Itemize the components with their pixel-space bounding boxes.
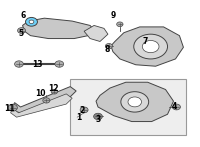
Polygon shape xyxy=(84,25,108,41)
Circle shape xyxy=(105,44,113,49)
Polygon shape xyxy=(11,94,72,117)
Polygon shape xyxy=(111,27,183,66)
Text: 12: 12 xyxy=(48,84,59,93)
Circle shape xyxy=(142,40,159,53)
Circle shape xyxy=(121,92,149,112)
Polygon shape xyxy=(23,18,94,39)
Text: 13: 13 xyxy=(32,60,43,69)
Circle shape xyxy=(43,98,50,103)
Polygon shape xyxy=(13,87,76,113)
Text: 3: 3 xyxy=(95,115,101,124)
Text: 6: 6 xyxy=(21,11,26,20)
Circle shape xyxy=(94,113,102,120)
Circle shape xyxy=(117,22,123,27)
Circle shape xyxy=(172,104,180,110)
Text: 9: 9 xyxy=(110,11,116,20)
Text: 1: 1 xyxy=(77,113,82,122)
Text: 7: 7 xyxy=(143,37,148,46)
FancyBboxPatch shape xyxy=(70,79,186,135)
Circle shape xyxy=(8,104,17,111)
Circle shape xyxy=(18,28,26,34)
Circle shape xyxy=(128,97,142,107)
Text: 5: 5 xyxy=(18,29,23,38)
Polygon shape xyxy=(96,82,173,122)
Text: 11: 11 xyxy=(4,104,15,113)
Text: 2: 2 xyxy=(80,106,85,115)
Circle shape xyxy=(134,34,168,59)
Circle shape xyxy=(51,89,57,94)
Text: 10: 10 xyxy=(35,89,46,98)
Circle shape xyxy=(55,61,64,67)
Text: 4: 4 xyxy=(172,102,177,111)
Circle shape xyxy=(29,20,34,24)
Circle shape xyxy=(80,107,88,113)
Circle shape xyxy=(26,17,37,26)
Text: 8: 8 xyxy=(104,45,110,54)
Circle shape xyxy=(15,61,23,67)
